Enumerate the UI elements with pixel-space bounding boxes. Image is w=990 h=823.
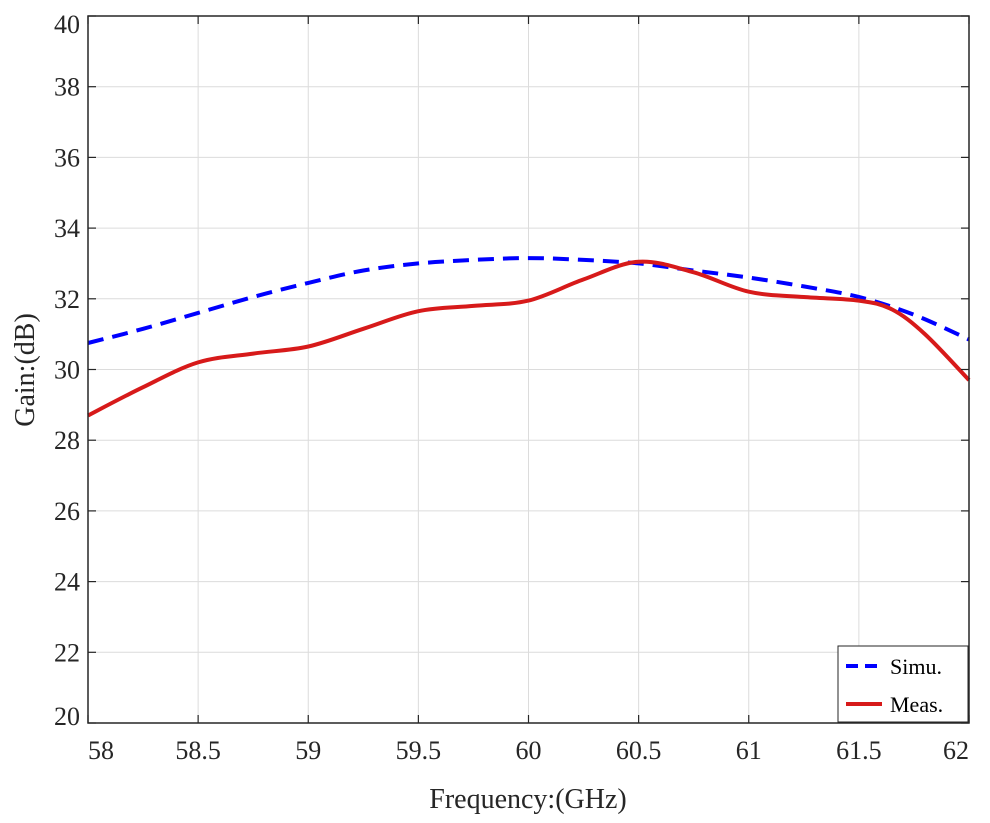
y-tick-label: 30: [54, 356, 80, 385]
y-tick-label: 28: [54, 426, 80, 455]
legend: Simu. Meas.: [837, 645, 969, 723]
y-tick-label: 40: [54, 10, 80, 39]
x-tick-label: 59: [295, 736, 321, 765]
x-tick-label: 59.5: [396, 736, 442, 765]
y-tick-labels: 20 22 24 26 28 30 32 34 36 38 40: [54, 10, 80, 731]
x-tick-label: 61.5: [836, 736, 882, 765]
x-tick-label: 60.5: [616, 736, 662, 765]
y-tick-label: 20: [54, 702, 80, 731]
x-tick-label: 60: [516, 736, 542, 765]
legend-label-meas: Meas.: [890, 692, 943, 717]
x-tick-labels: 58 58.5 59 59.5 60 60.5 61 61.5 62: [88, 736, 969, 765]
y-tick-label: 26: [54, 497, 80, 526]
series-line-meas: [87, 259, 971, 418]
x-axis-title: Frequency:(GHz): [429, 784, 626, 815]
x-tick-label: 61: [736, 736, 762, 765]
legend-label-simu: Simu.: [890, 654, 942, 679]
legend-box: [837, 645, 969, 723]
y-axis-title: Gain:(dB): [10, 313, 41, 427]
y-tick-label: 38: [54, 73, 80, 102]
y-tick-label: 24: [54, 568, 80, 597]
x-tick-label: 58: [88, 736, 114, 765]
y-tick-label: 34: [54, 214, 80, 243]
y-tick-label: 22: [54, 638, 80, 667]
y-tick-label: 32: [54, 285, 80, 314]
y-tick-label: 36: [54, 143, 80, 172]
series-lines: [87, 256, 971, 418]
x-tick-label: 58.5: [175, 736, 221, 765]
x-tick-label: 62: [943, 736, 969, 765]
series-line-simu: [87, 256, 970, 345]
